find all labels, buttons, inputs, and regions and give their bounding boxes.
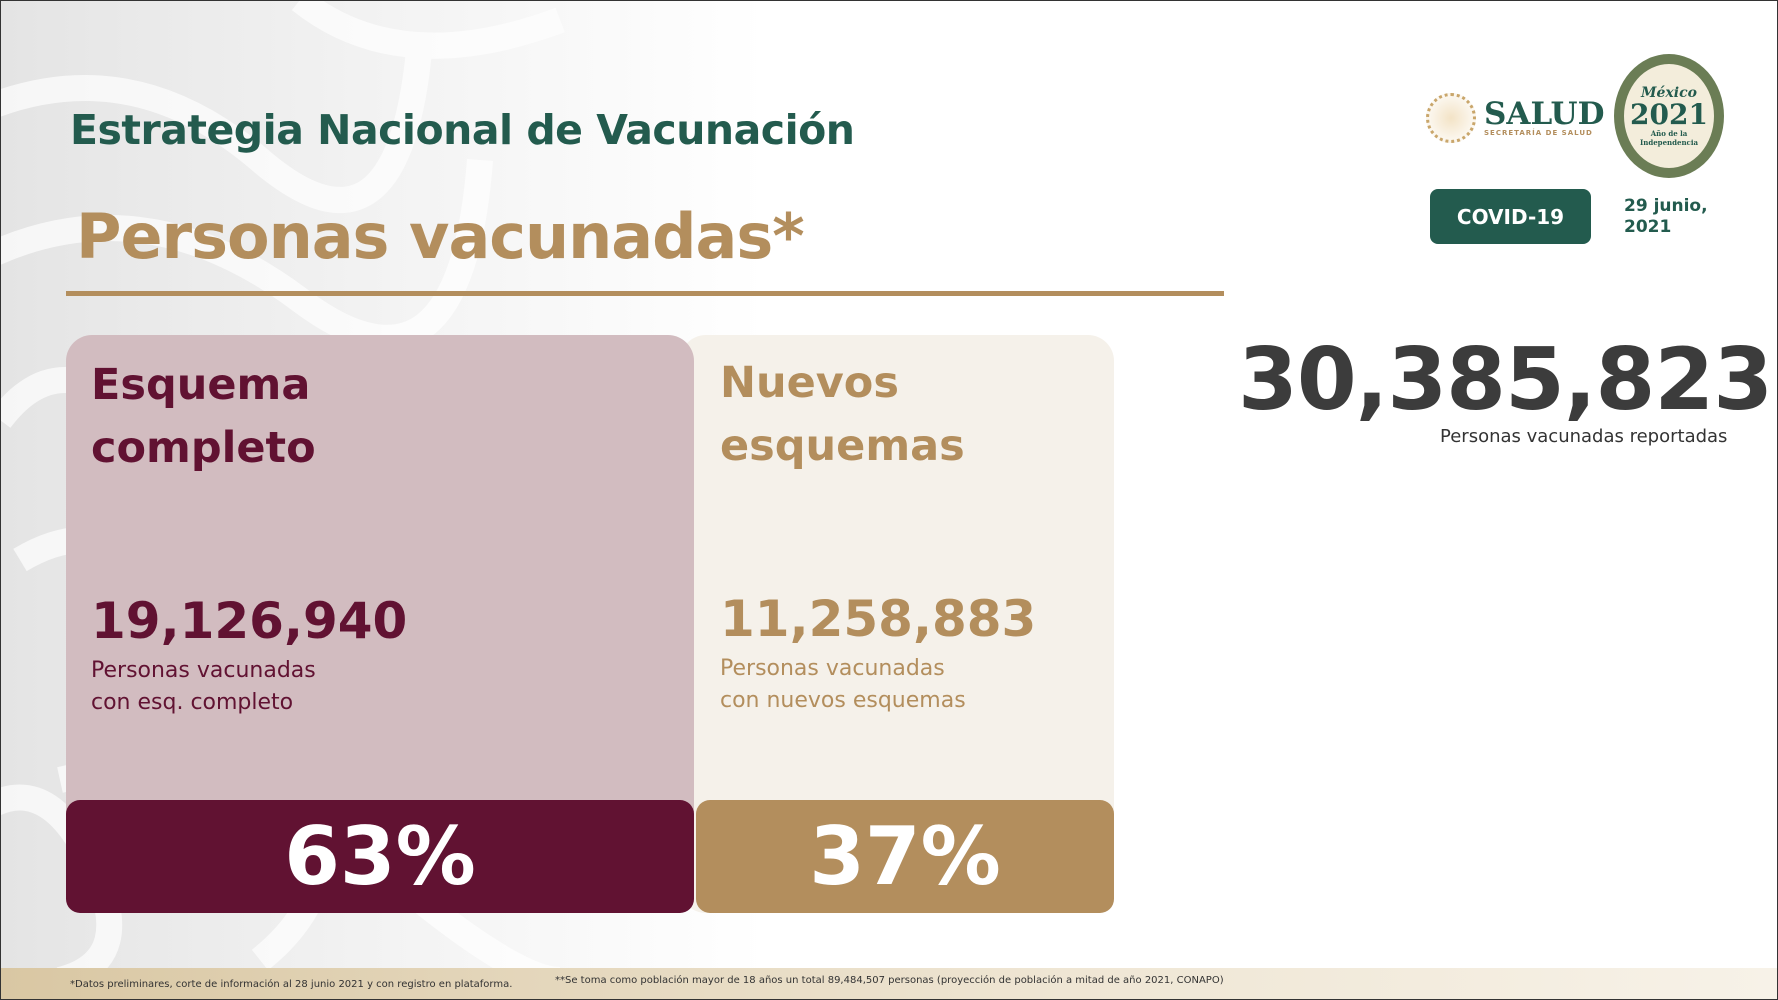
percent-bar-nuevos: 37% [696, 800, 1114, 913]
card-caption: Personas vacunadas con esq. completo [91, 658, 316, 715]
covid-badge: COVID-19 [1430, 189, 1591, 244]
national-seal-icon [1426, 93, 1476, 143]
footer-note-1: *Datos preliminares, corte de informació… [70, 979, 513, 990]
presentation-title: Estrategia Nacional de Vacunación [70, 106, 855, 154]
card-value: 19,126,940 [91, 592, 408, 650]
report-date: 29 junio, 2021 [1624, 196, 1708, 237]
card-value: 11,258,883 [720, 590, 1037, 648]
card-caption: Personas vacunadas con nuevos esquemas [720, 656, 966, 713]
title-divider [66, 291, 1224, 296]
percent-bar-completo: 63% [66, 800, 694, 913]
card-heading: Nuevos esquemas [720, 358, 965, 471]
total-vaccinated: 30,385,823 [1238, 330, 1773, 430]
salud-logo-subtext: SECRETARÍA DE SALUD [1484, 129, 1593, 137]
logo-line1: México [1641, 85, 1697, 101]
salud-logo-text: SALUD [1484, 96, 1605, 132]
mexico-2021-logo: México 2021 Año de la Independencia [1614, 54, 1724, 178]
logo-line2: 2021 [1630, 98, 1708, 131]
footer-note-2: **Se toma como población mayor de 18 año… [555, 975, 1224, 986]
total-caption: Personas vacunadas reportadas [1440, 426, 1728, 447]
card-heading: Esquema completo [91, 360, 316, 473]
slide-title: Personas vacunadas* [76, 200, 805, 273]
logo-line3: Año de la Independencia [1639, 129, 1699, 147]
footer: *Datos preliminares, corte de informació… [0, 968, 1778, 1000]
salud-logo: SALUD SECRETARÍA DE SALUD [1426, 93, 1604, 143]
